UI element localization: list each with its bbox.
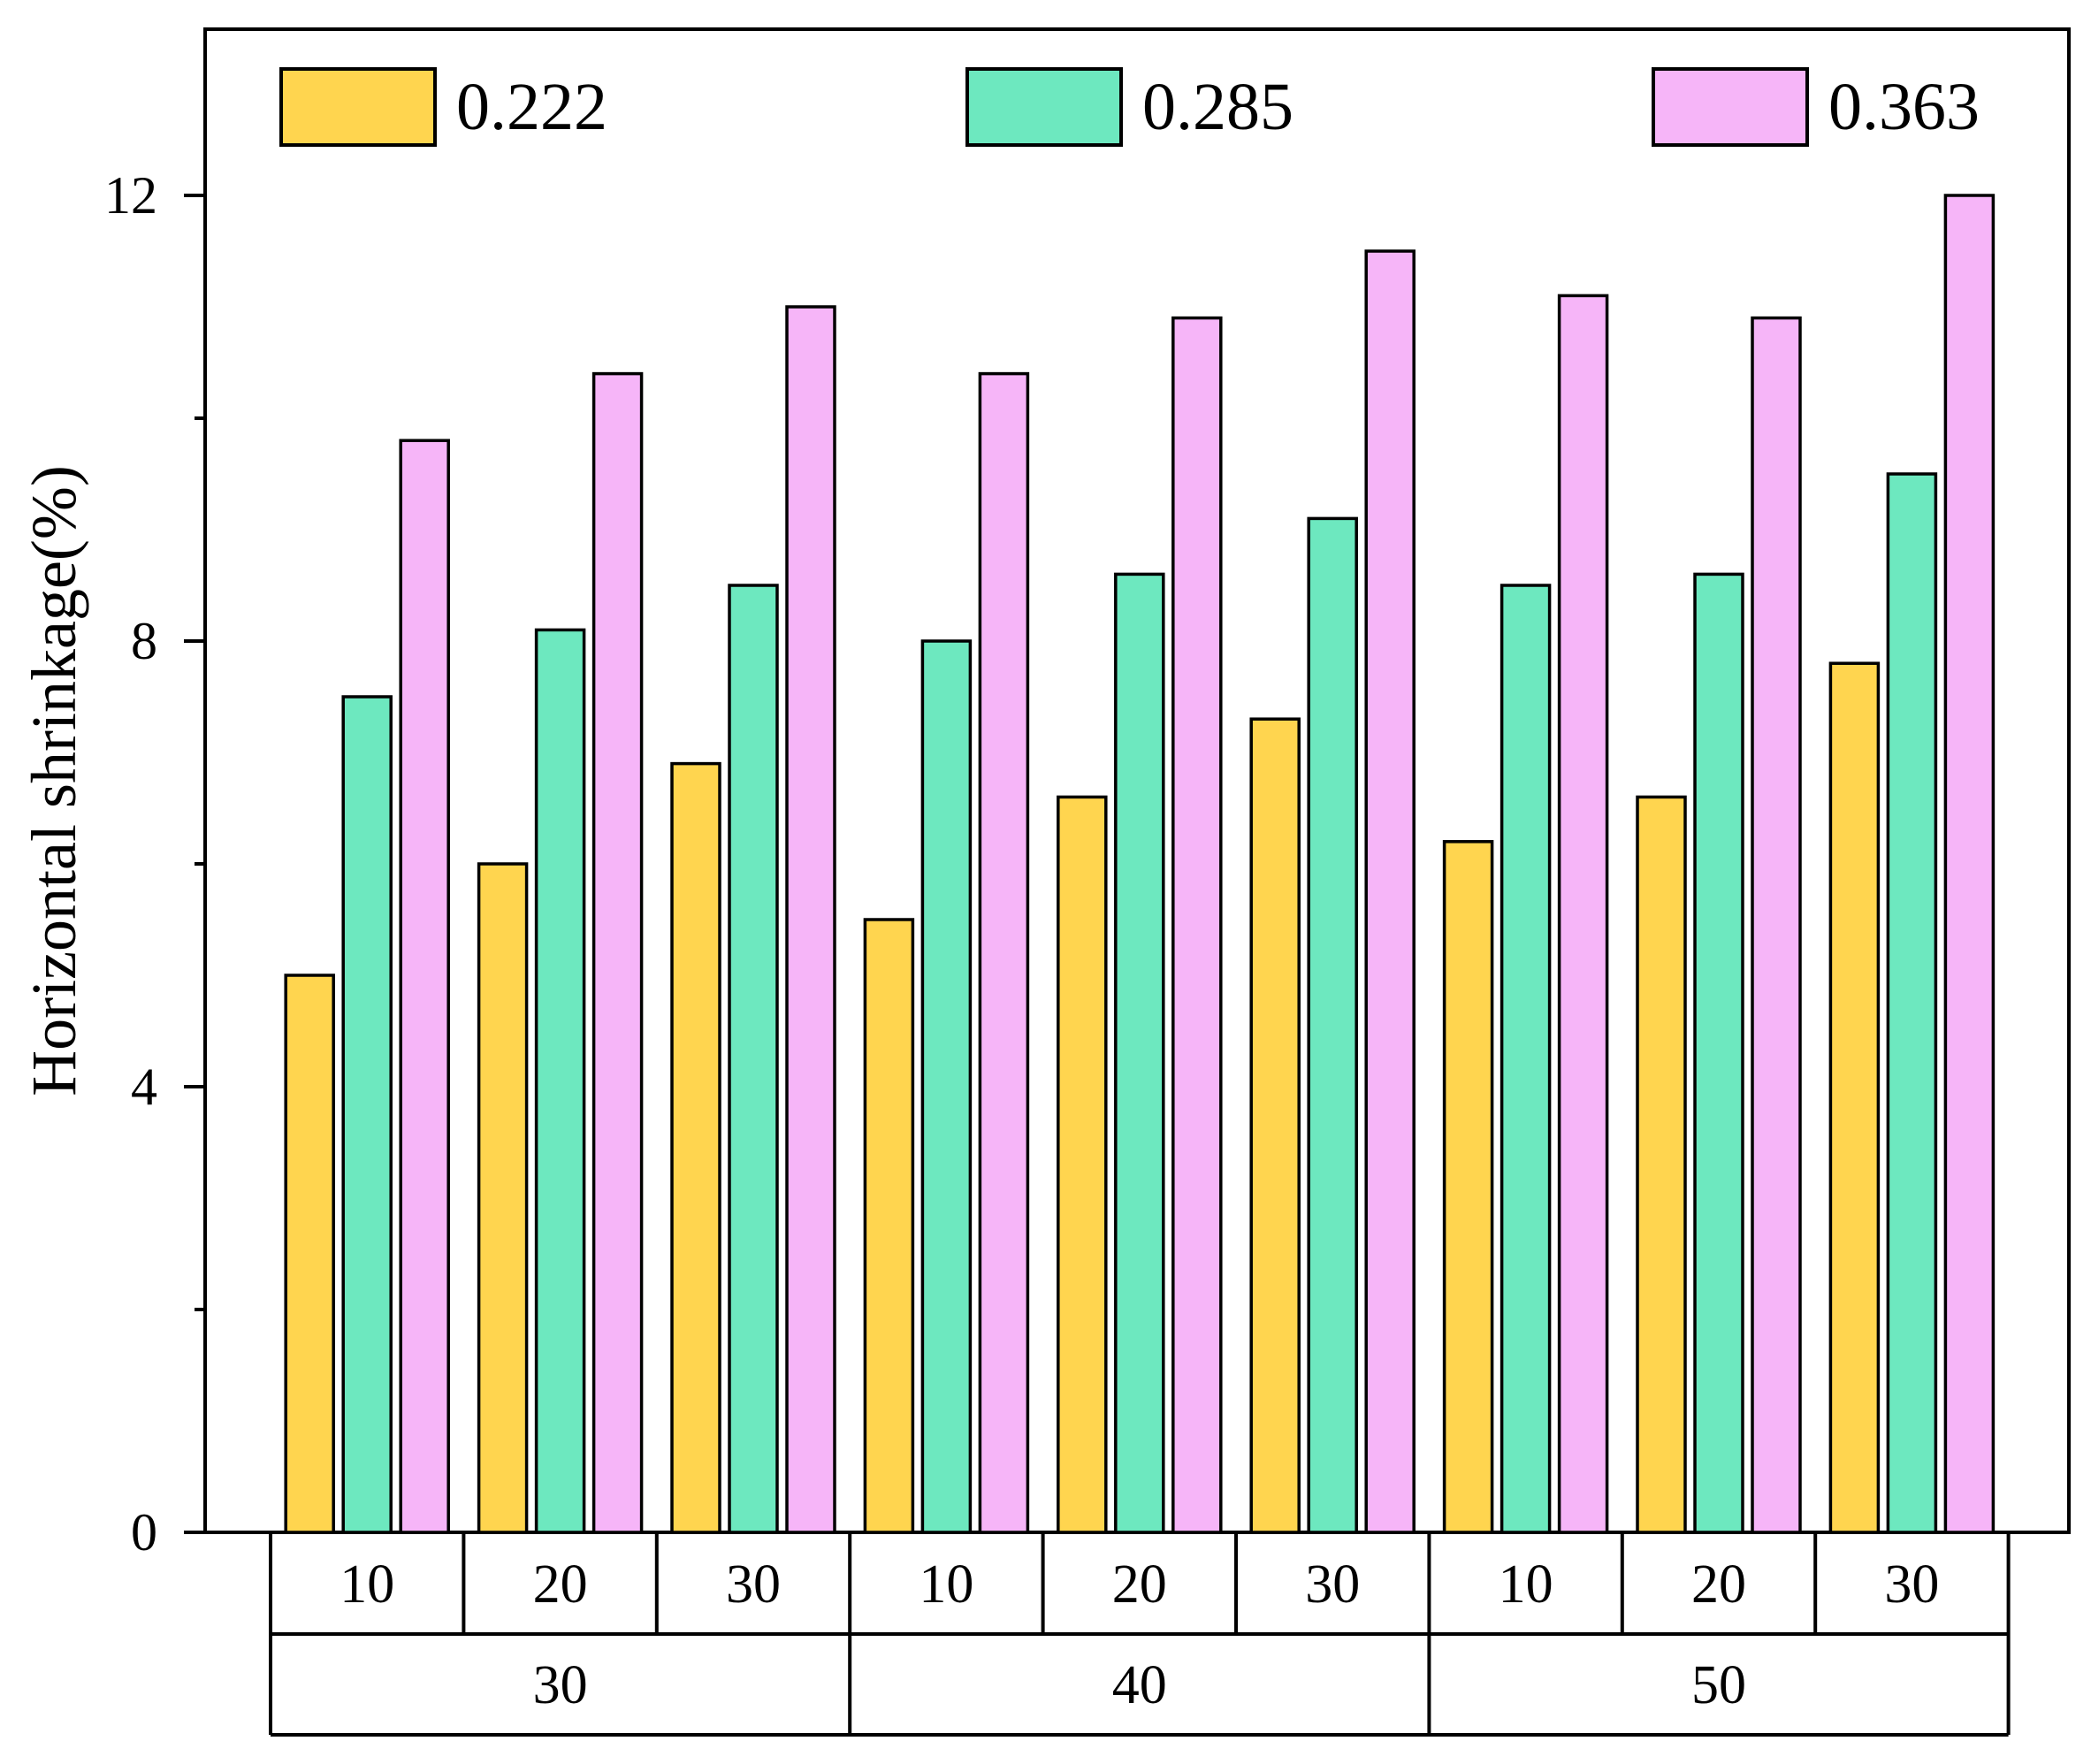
y-axis-ticks: 0 4 8 12 bbox=[104, 166, 205, 1562]
inner-category-label: 20 bbox=[1691, 1554, 1746, 1615]
bar-0.285-30-10 bbox=[341, 695, 393, 1534]
bar-0.363-50-10 bbox=[1557, 294, 1609, 1534]
bar-0.285-50-30 bbox=[1886, 472, 1938, 1534]
y-axis-label: Horizontal shrinkage(%) bbox=[19, 465, 89, 1096]
inner-category-label: 30 bbox=[726, 1554, 781, 1615]
outer-category-label: 40 bbox=[1112, 1655, 1167, 1715]
bar-0.222-30-20 bbox=[477, 862, 529, 1534]
legend-label: 0.222 bbox=[456, 70, 607, 144]
legend-label: 0.285 bbox=[1142, 70, 1294, 144]
y-tick-label: 4 bbox=[131, 1058, 157, 1116]
inner-category-label: 10 bbox=[1499, 1554, 1553, 1615]
inner-category-label: 20 bbox=[533, 1554, 588, 1615]
bar-0.285-30-30 bbox=[728, 584, 779, 1534]
bar-0.363-40-10 bbox=[978, 371, 1030, 1534]
y-tick-label: 12 bbox=[104, 166, 157, 225]
bars bbox=[284, 194, 1996, 1534]
bar-0.222-50-30 bbox=[1828, 661, 1881, 1534]
outer-category-label: 30 bbox=[533, 1655, 588, 1715]
bar-0.222-30-10 bbox=[284, 974, 335, 1534]
legend: 0.222 0.285 0.363 bbox=[279, 67, 1980, 147]
bar-0.285-50-20 bbox=[1693, 572, 1744, 1534]
bar-0.285-40-10 bbox=[920, 639, 973, 1534]
legend-swatch-0.363 bbox=[1652, 67, 1809, 147]
bar-0.222-40-30 bbox=[1249, 717, 1301, 1534]
bar-0.222-50-20 bbox=[1636, 795, 1687, 1534]
inner-category-label: 10 bbox=[919, 1554, 973, 1615]
bar-0.363-30-30 bbox=[785, 305, 836, 1534]
legend-swatch-0.222 bbox=[279, 67, 437, 147]
category-axis: 10 20 30 10 20 30 10 20 30 30 40 50 bbox=[269, 1532, 2011, 1737]
bar-0.363-50-20 bbox=[1751, 316, 1802, 1534]
bar-0.222-40-10 bbox=[863, 918, 915, 1534]
bar-0.363-40-30 bbox=[1364, 249, 1416, 1534]
inner-category-label: 10 bbox=[340, 1554, 394, 1615]
bar-0.363-40-20 bbox=[1171, 316, 1223, 1534]
bar-0.285-40-20 bbox=[1114, 572, 1165, 1534]
inner-category-label: 20 bbox=[1112, 1554, 1167, 1615]
bar-0.363-30-10 bbox=[399, 439, 450, 1534]
legend-swatch-0.285 bbox=[965, 67, 1123, 147]
bar-0.363-30-20 bbox=[591, 371, 644, 1534]
inner-category-label: 30 bbox=[1305, 1554, 1360, 1615]
bar-0.222-50-10 bbox=[1442, 840, 1494, 1534]
outer-category-label: 50 bbox=[1691, 1655, 1746, 1715]
bar-0.222-30-30 bbox=[670, 761, 721, 1534]
bar-0.285-30-20 bbox=[534, 628, 586, 1534]
bar-0.363-50-30 bbox=[1943, 194, 1996, 1534]
y-tick-label: 0 bbox=[131, 1503, 157, 1562]
legend-label: 0.363 bbox=[1828, 70, 1980, 144]
bar-0.222-40-20 bbox=[1057, 795, 1108, 1534]
bar-0.285-40-30 bbox=[1307, 516, 1358, 1534]
bar-0.285-50-10 bbox=[1500, 584, 1552, 1534]
inner-category-label: 30 bbox=[1884, 1554, 1939, 1615]
y-tick-label: 8 bbox=[131, 612, 157, 670]
